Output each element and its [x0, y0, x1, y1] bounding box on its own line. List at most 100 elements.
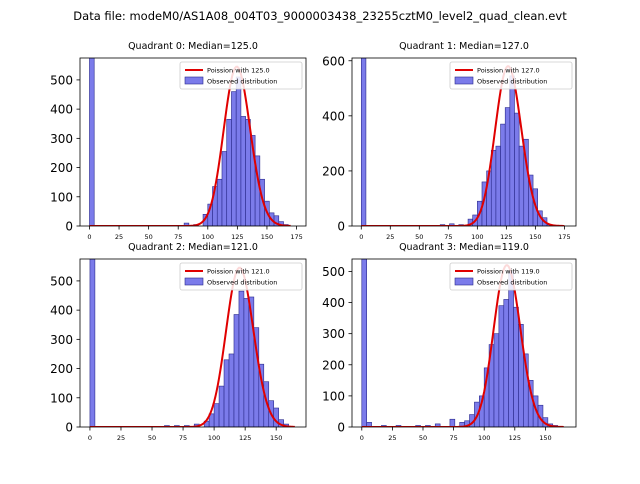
figure-suptitle: Data file: modeM0/AS1A08_004T03_90000034…	[73, 9, 567, 23]
x-tick-label: 150	[270, 434, 282, 442]
y-tick-label: 200	[50, 362, 73, 376]
x-tick-label: 50	[419, 434, 427, 442]
x-tick-label: 100	[471, 233, 483, 241]
histogram-bar	[233, 314, 240, 427]
plot-area	[360, 58, 565, 226]
legend-label-poisson: Poission with 119.0	[477, 268, 540, 276]
poisson-curve	[361, 65, 565, 226]
subplot-quadrant-3: Quadrant 3: Median=119.0 0 25 50 75 100 125 150…	[322, 242, 577, 442]
axes-frame	[351, 57, 577, 227]
y-tick-label: 600	[322, 54, 345, 68]
x-tick-label: 125	[239, 434, 251, 442]
x-tick-label: 25	[115, 233, 123, 241]
subplot-title: Quadrant 1: Median=127.0	[399, 41, 529, 52]
axes-frame	[79, 258, 307, 428]
y-tick-label: 0	[65, 421, 73, 435]
histogram-bar	[245, 119, 251, 226]
histogram-bar	[223, 359, 230, 427]
histogram-bar	[514, 112, 520, 226]
legend-bar-swatch	[184, 277, 204, 286]
histogram-bar	[493, 333, 500, 427]
x-tick-label: 50	[148, 434, 156, 442]
plot-area	[361, 259, 564, 427]
histogram-bar	[361, 259, 367, 427]
histogram-bar	[495, 145, 501, 226]
legend-bar-swatch	[454, 277, 474, 286]
histogram-bar	[89, 259, 96, 427]
legend-bar-swatch	[454, 76, 474, 85]
x-tick-label: 25	[388, 434, 396, 442]
x-tick-label: 75	[449, 434, 457, 442]
plot-area	[89, 58, 291, 226]
x-tick-label: 0	[359, 233, 363, 241]
x-tick-label: 25	[117, 434, 125, 442]
legend-box	[449, 61, 573, 90]
subplot-quadrant-1: Quadrant 1: Median=127.0 0 25 50 75 100 125 150…	[322, 41, 577, 241]
histogram-bar	[509, 75, 515, 226]
axes-frame	[79, 57, 307, 227]
histogram-bar	[243, 298, 250, 427]
histogram-bar	[235, 76, 242, 226]
y-tick-label: 100	[50, 190, 73, 204]
y-tick-label: 300	[50, 333, 73, 347]
legend-label-poisson: Poission with 127.0	[477, 67, 540, 75]
y-tick-label: 400	[50, 304, 73, 318]
x-tick-label: 175	[290, 233, 302, 241]
legend-label-observed: Observed distribution	[477, 78, 547, 86]
legend-label-poisson: Poission with 125.0	[207, 67, 270, 75]
y-tick-label: 200	[322, 358, 345, 372]
y-tick-label: 400	[322, 109, 345, 123]
histogram-bar	[503, 299, 509, 427]
x-tick-label: 125	[509, 434, 521, 442]
legend-label-observed: Observed distribution	[207, 78, 277, 86]
subplots: Quadrant 0: Median=125.0 0 25 50 75 100 125 150…	[50, 41, 577, 442]
histogram-bar	[216, 178, 223, 226]
legend: Poission with 121.0 Observed distribution	[179, 262, 303, 291]
x-tick-label: 125	[500, 233, 512, 241]
x-tick-label: 175	[558, 233, 570, 241]
histogram-bar	[490, 149, 497, 226]
y-tick-label: 100	[50, 391, 73, 405]
histogram-bar	[449, 418, 456, 427]
legend-box	[179, 262, 303, 291]
y-tick-label: 500	[50, 274, 73, 288]
y-tick-label: 200	[322, 164, 345, 178]
x-tick-label: 0	[360, 434, 364, 442]
x-tick-label: 50	[144, 233, 152, 241]
y-tick-label: 200	[50, 161, 73, 175]
x-tick-label: 75	[179, 434, 187, 442]
legend-label-observed: Observed distribution	[207, 279, 277, 287]
histogram-bar	[518, 145, 525, 226]
y-tick-label: 0	[337, 220, 345, 234]
legend-label-observed: Observed distribution	[477, 279, 547, 287]
axes-frame	[351, 258, 577, 428]
x-tick-label: 150	[529, 233, 541, 241]
legend-label-poisson: Poission with 121.0	[207, 268, 270, 276]
histogram-bar	[498, 305, 505, 427]
subplot-quadrant-2: Quadrant 2: Median=121.0 0 25 50 75 100 125 150…	[50, 242, 307, 442]
histogram-bar	[183, 222, 190, 226]
x-tick-label: 50	[415, 233, 423, 241]
y-tick-label: 300	[322, 327, 345, 341]
legend-box	[179, 61, 303, 90]
x-tick-label: 75	[174, 233, 182, 241]
histogram-bar	[221, 151, 228, 226]
histogram-bar	[240, 116, 246, 226]
subplot-title: Quadrant 2: Median=121.0	[128, 242, 258, 253]
y-tick-label: 0	[65, 220, 73, 234]
x-tick-label: 100	[208, 434, 220, 442]
histogram-bar	[228, 353, 235, 427]
legend-box	[449, 262, 573, 291]
x-tick-label: 100	[202, 233, 214, 241]
x-tick-label: 150	[261, 233, 273, 241]
y-tick-label: 400	[322, 296, 345, 310]
histogram-bar	[504, 107, 511, 226]
y-tick-label: 0	[337, 421, 345, 435]
histogram-bar	[508, 271, 514, 427]
legend: Poission with 125.0 Observed distribution	[179, 61, 303, 90]
histogram-bar	[513, 306, 519, 427]
x-tick-label: 0	[87, 233, 91, 241]
histogram-bar	[231, 91, 237, 226]
